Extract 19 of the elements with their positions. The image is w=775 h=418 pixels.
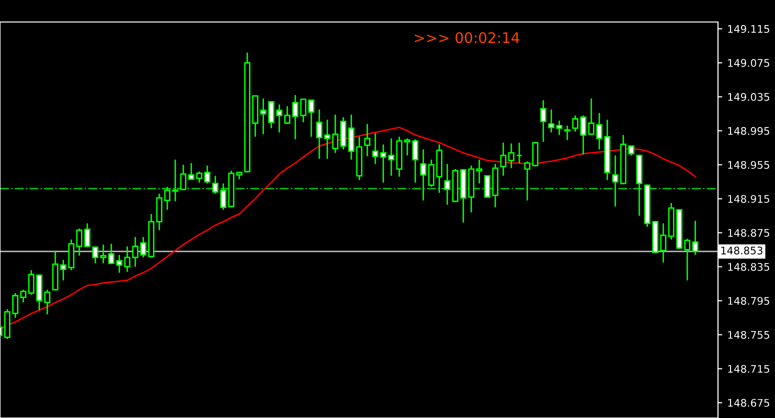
candlestick xyxy=(364,123,370,157)
y-tick-label: 149.115 xyxy=(728,25,770,33)
y-tick-label: 148.795 xyxy=(728,296,770,305)
y-tick-label: 149.035 xyxy=(728,93,770,101)
y-tick-label: 148.835 xyxy=(728,262,770,271)
ref-line-label: 148.853 xyxy=(721,246,762,254)
y-tick-label: 148.955 xyxy=(728,160,770,169)
y-tick-label: 148.715 xyxy=(728,364,770,373)
y-tick-label: 148.995 xyxy=(728,127,770,135)
y-tick-label: 148.875 xyxy=(728,228,770,237)
y-tick-label: 148.915 xyxy=(728,194,770,203)
annotation: >>> 00:02:14 xyxy=(414,32,520,44)
y-tick-label: 148.755 xyxy=(728,330,770,339)
candlestick xyxy=(540,99,546,143)
candlestick xyxy=(564,124,570,141)
y-tick-label: 148.675 xyxy=(728,398,770,407)
candlestick xyxy=(516,142,522,164)
line-series xyxy=(0,126,696,330)
y-tick-label: 149.075 xyxy=(728,59,770,67)
